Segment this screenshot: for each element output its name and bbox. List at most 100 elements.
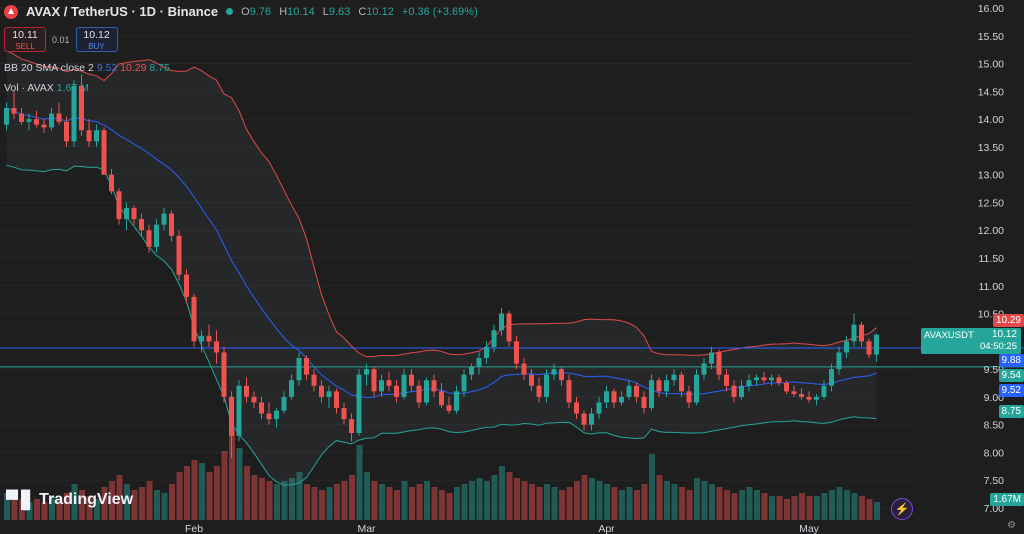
candle — [536, 377, 542, 403]
volume-bars — [4, 430, 880, 520]
candle — [566, 374, 572, 408]
candle — [161, 208, 167, 231]
volume-bar — [431, 487, 438, 520]
buy-button[interactable]: 10.12 BUY — [75, 27, 118, 52]
candle — [229, 391, 234, 458]
volume-bar — [746, 487, 753, 520]
candle — [26, 113, 32, 131]
volume-bar — [199, 463, 205, 520]
candle — [71, 80, 77, 147]
volume-bar — [364, 472, 370, 520]
candle — [491, 324, 497, 353]
volume-bar — [319, 490, 325, 520]
volume-bar — [326, 487, 333, 520]
candle — [851, 313, 857, 347]
candle — [559, 366, 564, 386]
volume-bar — [596, 481, 603, 520]
candle — [529, 369, 534, 392]
volume-bar — [281, 481, 288, 520]
lightning-icon[interactable]: ⚡ — [891, 498, 913, 520]
y-tick-label: 11.50 — [979, 253, 1005, 265]
avax-logo-icon — [4, 4, 18, 19]
candle — [86, 119, 92, 147]
volume-bar — [784, 499, 790, 520]
market-status-dot — [226, 8, 234, 15]
candle — [214, 330, 219, 364]
candle — [34, 110, 39, 128]
horizontal-lines[interactable] — [0, 347, 1024, 368]
volume-bar — [101, 487, 108, 520]
volume-bar — [4, 493, 10, 520]
volume-bar — [626, 487, 633, 520]
y-tick-label: 11.00 — [979, 281, 1005, 293]
volume-bar — [161, 493, 168, 520]
symbol-title[interactable]: AVAX / TetherUS · 1D · Binance — [26, 4, 219, 19]
volume-bar — [206, 472, 213, 520]
volume-bar — [79, 490, 85, 520]
candle — [401, 369, 407, 400]
candle — [154, 219, 159, 253]
volume-bar — [656, 475, 663, 520]
gear-icon[interactable]: ⚙ — [1007, 520, 1016, 531]
candle — [874, 333, 879, 362]
volume-bar — [454, 487, 460, 520]
volume-bar — [274, 484, 280, 520]
sell-button[interactable]: 10.11 SELL — [4, 27, 46, 52]
candle — [304, 355, 309, 381]
candle — [116, 188, 122, 225]
candle — [799, 388, 804, 400]
candle — [626, 380, 632, 400]
volume-bar — [829, 490, 835, 520]
volume-bar — [491, 475, 498, 520]
price-axis[interactable]: 16.00 15.50 15.00 14.50 14.00 13.50 13.00 12.50… — [978, 3, 1004, 515]
candle — [461, 369, 467, 397]
volume-bar — [34, 499, 40, 520]
volume-legend[interactable]: Vol · AVAX 1.67 M — [4, 82, 89, 94]
candle — [409, 369, 414, 392]
candle — [139, 213, 144, 236]
volume-bar — [619, 490, 625, 520]
time-axis[interactable]: Feb Mar Apr May — [185, 523, 820, 534]
volume-bar — [544, 484, 550, 520]
last-price-tag: AVAXUSDT 10.12 04:50:25 — [921, 328, 1021, 354]
volume-bar — [679, 487, 685, 520]
volume-bar — [724, 490, 730, 520]
volume-bar — [19, 499, 25, 520]
candle — [551, 363, 557, 381]
candle — [694, 369, 699, 406]
volume-bar — [371, 481, 378, 520]
candle — [709, 346, 714, 370]
volume-bar — [341, 481, 348, 520]
volume-bar — [229, 430, 235, 520]
candle — [79, 74, 84, 136]
volume-bar — [551, 487, 558, 520]
tradingview-logo[interactable]: ▀▐▌ TradingView — [6, 490, 134, 509]
candle — [356, 369, 362, 436]
candle — [476, 352, 482, 375]
candle — [131, 205, 137, 225]
candle — [581, 410, 587, 431]
candle — [866, 338, 872, 358]
candle — [664, 374, 669, 397]
volume-bar — [574, 481, 580, 520]
volume-bar — [701, 481, 708, 520]
candle — [364, 363, 369, 386]
bollinger-upper-band — [6, 50, 877, 358]
volume-bar — [859, 496, 865, 520]
volume-bar — [731, 493, 738, 520]
volume-bar — [686, 490, 693, 520]
volume-bar — [146, 481, 153, 520]
volume-bar — [56, 499, 63, 520]
volume-bar — [424, 481, 430, 520]
volume-bar — [799, 493, 805, 520]
volume-bar — [416, 484, 423, 520]
candle — [41, 119, 47, 133]
y-tick-label: 12.00 — [978, 225, 1004, 237]
volume-bar — [334, 484, 340, 520]
candle — [19, 108, 24, 125]
candle — [251, 391, 257, 408]
y-tick-label: 8.50 — [984, 420, 1005, 432]
volume-bar — [866, 499, 873, 520]
bollinger-legend[interactable]: BB 20 SMA close 2 9.52 10.29 8.75 — [4, 62, 170, 74]
